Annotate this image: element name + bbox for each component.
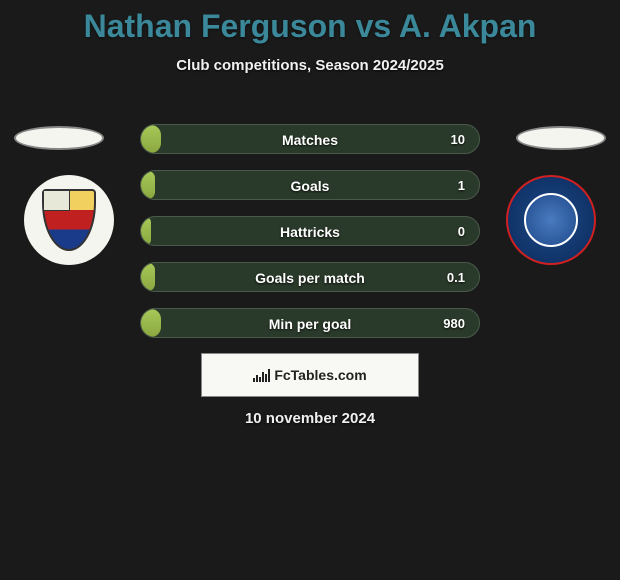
stat-bar-value: 980 bbox=[443, 309, 465, 338]
subtitle: Club competitions, Season 2024/2025 bbox=[0, 57, 620, 74]
stat-bar-label: Goals bbox=[141, 171, 479, 200]
stat-bar: Goals per match0.1 bbox=[140, 262, 480, 292]
player-left-oval bbox=[14, 126, 104, 150]
stat-bar: Matches10 bbox=[140, 124, 480, 154]
team-crest-right bbox=[506, 175, 596, 265]
team-crest-left bbox=[24, 175, 114, 265]
stat-bar-label: Matches bbox=[141, 125, 479, 154]
stat-bar-value: 0 bbox=[458, 217, 465, 246]
brand-box[interactable]: FcTables.com bbox=[201, 353, 419, 397]
stat-bar-value: 10 bbox=[451, 125, 465, 154]
brand-label: FcTables.com bbox=[274, 367, 366, 383]
stat-bar-label: Hattricks bbox=[141, 217, 479, 246]
stats-bars: Matches10Goals1Hattricks0Goals per match… bbox=[140, 124, 480, 354]
shield-icon bbox=[42, 189, 96, 251]
stat-bar: Goals1 bbox=[140, 170, 480, 200]
page-title: Nathan Ferguson vs A. Akpan bbox=[0, 0, 620, 45]
stat-bar-value: 1 bbox=[458, 171, 465, 200]
chart-icon bbox=[253, 368, 270, 382]
club-badge-icon bbox=[524, 193, 578, 247]
stat-bar: Hattricks0 bbox=[140, 216, 480, 246]
stat-bar-label: Min per goal bbox=[141, 309, 479, 338]
stat-bar-label: Goals per match bbox=[141, 263, 479, 292]
player-right-oval bbox=[516, 126, 606, 150]
stat-bar-value: 0.1 bbox=[447, 263, 465, 292]
date-label: 10 november 2024 bbox=[0, 410, 620, 427]
stat-bar: Min per goal980 bbox=[140, 308, 480, 338]
